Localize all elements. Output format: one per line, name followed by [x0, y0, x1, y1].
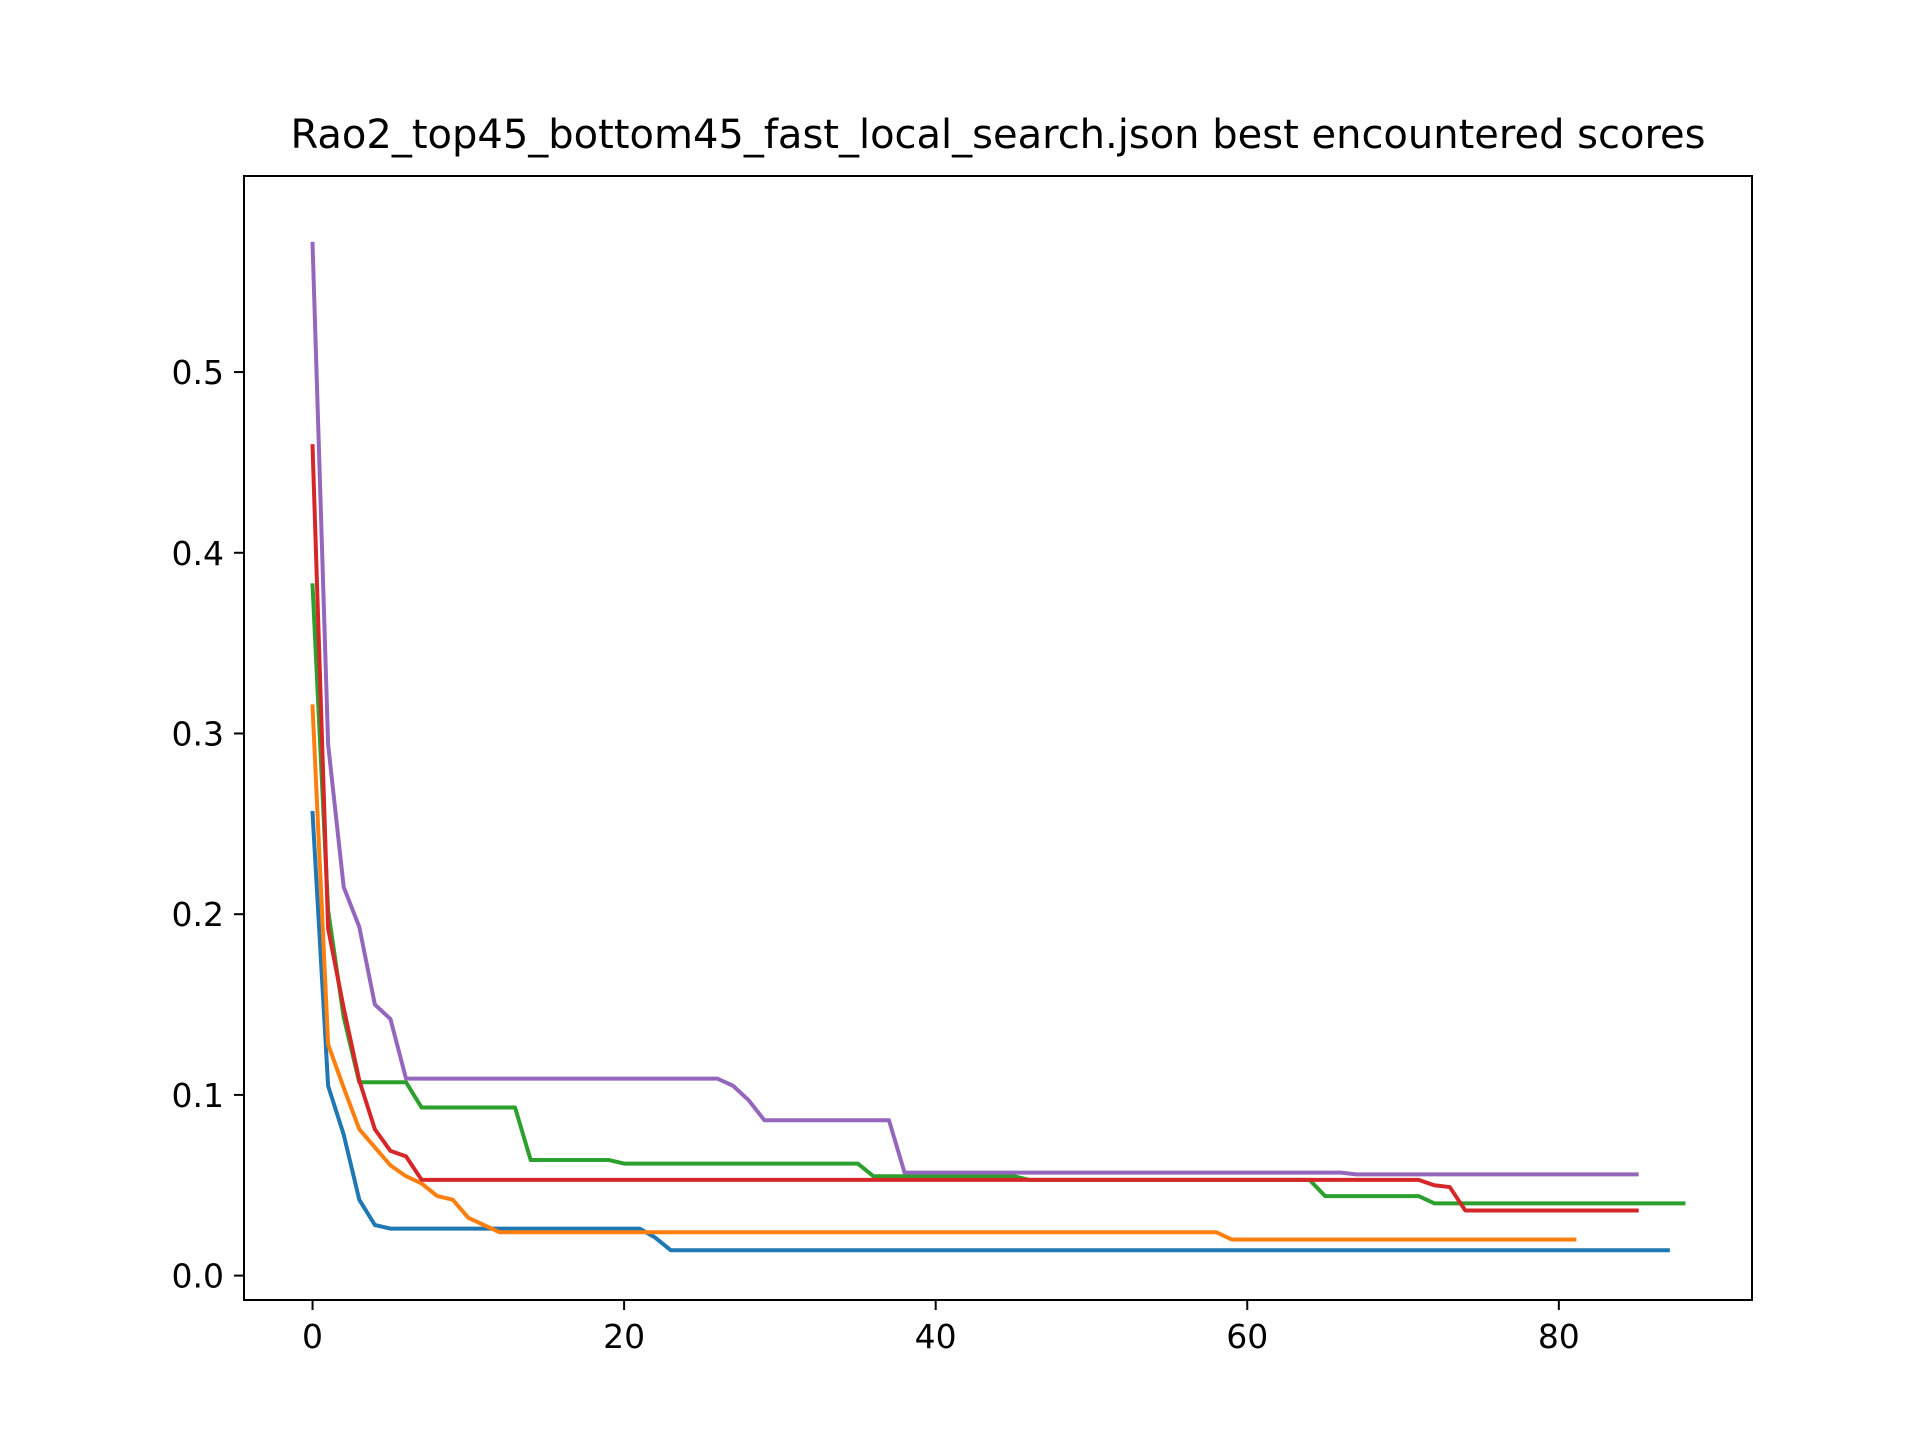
series-line-4	[310, 444, 1639, 1213]
x-tick-label: 40	[915, 1317, 957, 1356]
x-tick-label: 0	[302, 1317, 323, 1356]
y-tick-label: 0.5	[172, 353, 224, 392]
y-tick-label: 0.0	[172, 1257, 224, 1296]
series-line-5	[310, 241, 1639, 1177]
y-tick-label: 0.3	[172, 714, 224, 753]
series-layer	[310, 241, 1686, 1253]
plot-frame	[243, 175, 1753, 1301]
chart-title: Rao2_top45_bottom45_fast_local_search.js…	[290, 112, 1705, 158]
y-tick-label: 0.4	[172, 534, 224, 573]
x-tick-label: 20	[603, 1317, 645, 1356]
series-line-2	[310, 704, 1577, 1242]
y-tick-label: 0.1	[172, 1076, 224, 1115]
series-line-1	[310, 810, 1670, 1253]
x-tick-label: 60	[1226, 1317, 1268, 1356]
y-tick-label: 0.2	[172, 895, 224, 934]
axes-layer: 0 20 40 60 80 0.0 0.1 0.2 0.3 0.4 0.5	[172, 353, 1580, 1356]
x-tick-label: 80	[1538, 1317, 1580, 1356]
